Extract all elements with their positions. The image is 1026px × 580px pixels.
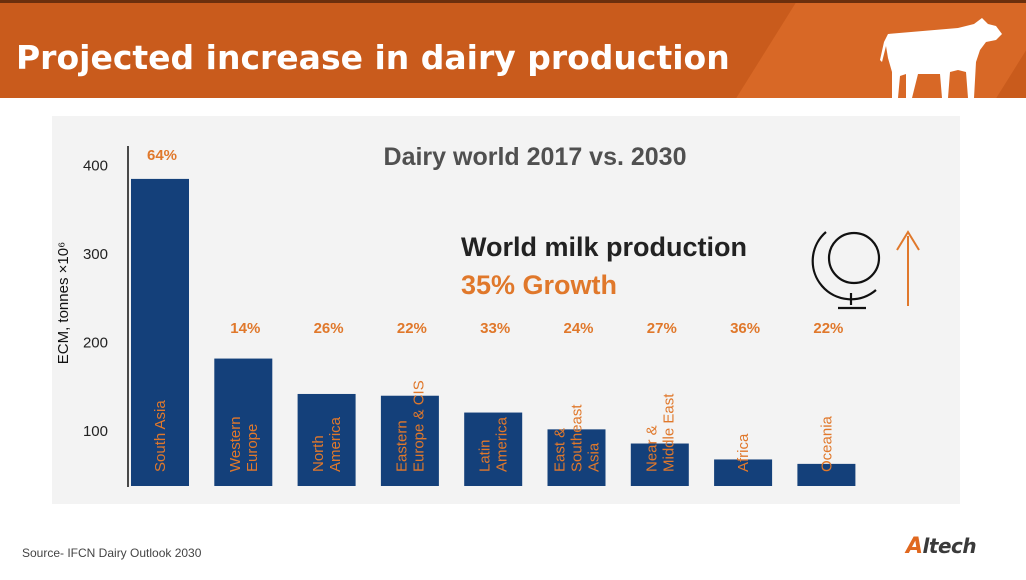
growth-label: 33% [480, 320, 510, 337]
y-tick-label: 100 [83, 423, 108, 440]
logo-text: ltech [922, 534, 977, 558]
category-label: Oceania [818, 415, 835, 472]
bar [380, 395, 439, 486]
growth-label: 24% [563, 320, 593, 337]
bar [797, 463, 856, 486]
growth-label: 26% [314, 320, 344, 337]
y-tick-label: 400 [83, 158, 108, 175]
bar [464, 412, 523, 486]
y-tick-label: 200 [83, 335, 108, 352]
bar [547, 429, 606, 486]
growth-label: 36% [730, 320, 760, 337]
overlay-growth: 35% Growth [461, 270, 617, 300]
chart-title: Dairy world 2017 vs. 2030 [384, 143, 687, 171]
alltech-logo: Altech [906, 534, 977, 559]
y-axis-label: ECM, tonnes ×10⁶ [55, 242, 72, 365]
growth-label: 22% [397, 320, 427, 337]
bar [630, 443, 689, 486]
bar [297, 393, 356, 486]
category-label: Africa [735, 433, 752, 472]
overlay-headline: World milk production [461, 232, 747, 262]
bar [131, 178, 189, 486]
arrow-up-icon [896, 230, 920, 306]
category-label: East &SoutheastAsia [552, 404, 603, 472]
category-label: NorthAmerica [310, 416, 344, 472]
bar [714, 459, 773, 486]
globe-icon [811, 231, 881, 310]
page-title: Projected increase in dairy production [16, 38, 730, 77]
y-tick-label: 300 [83, 246, 108, 263]
logo-mark: A [906, 534, 923, 559]
bar [214, 358, 273, 486]
source-note: Source- IFCN Dairy Outlook 2030 [22, 546, 202, 560]
category-label: WesternEurope [227, 416, 261, 472]
growth-label: 27% [647, 320, 677, 337]
category-label: South Asia [152, 400, 169, 472]
category-label: EasternEurope & CIS [393, 380, 427, 472]
growth-label: 14% [230, 320, 260, 337]
cow-icon [880, 18, 1002, 98]
header-banner: Projected increase in dairy production [0, 0, 1026, 98]
category-label: Near &Middle East [643, 393, 677, 472]
header-topline [0, 0, 1026, 3]
category-label: LatinAmerica [477, 416, 511, 472]
growth-label: 64% [147, 147, 177, 164]
growth-label: 22% [813, 320, 843, 337]
